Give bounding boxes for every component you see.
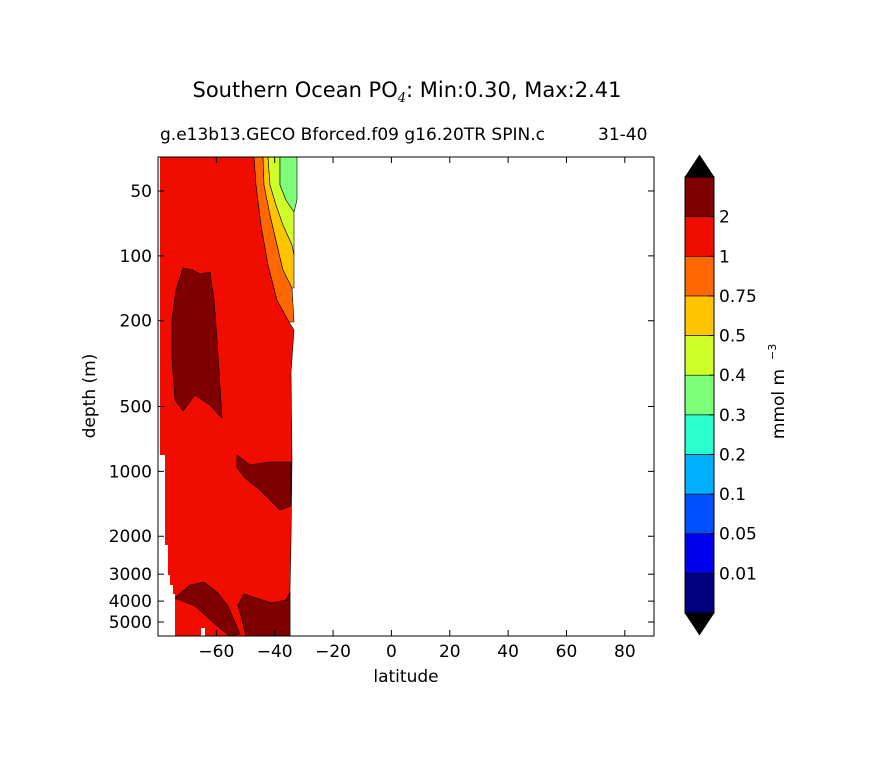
colorbar-label-text: mmol m [769, 369, 789, 439]
colorbar-tick-label: 2 [719, 208, 730, 228]
colorbar-tick-label: 0.75 [719, 287, 757, 307]
colorbar-segment [684, 335, 715, 376]
x-tick-label: 60 [556, 642, 578, 662]
colorbar: 0.01 0.05 0.1 0.2 0.3 0.4 0.5 0.75 1 2 [684, 154, 757, 636]
y-axis-label: depth (m) [80, 354, 100, 439]
contour-region-level-2b [236, 454, 292, 511]
y-tick-label: 2000 [109, 527, 152, 547]
chart-subtitle: g.e13b13.GECO Bforced.f09 g16.20TR SPIN.… [160, 125, 545, 145]
y-tick-label: 100 [120, 247, 152, 267]
y-tick-label: 200 [120, 312, 152, 332]
contour-region-level-2a [171, 267, 223, 419]
colorbar-tick-label: 0.3 [719, 406, 746, 426]
x-tick-label: −40 [257, 642, 293, 662]
colorbar-tick-label: 0.5 [719, 327, 746, 347]
no-data-mask-seafloor [201, 628, 205, 636]
colorbar-tick-label: 0.1 [719, 485, 746, 505]
y-tick-label: 1000 [109, 462, 152, 482]
x-tick-label: 40 [497, 642, 519, 662]
chart-title-stats: : Min:0.30, Max:2.41 [406, 78, 622, 102]
contour-region-level-0.3-0.4 [279, 157, 298, 213]
colorbar-label-exponent: −3 [766, 344, 779, 360]
colorbar-segment [684, 493, 715, 535]
no-data-mask [158, 157, 205, 636]
x-ticks: −60 −40 −20 0 20 40 60 80 [198, 157, 636, 662]
x-tick-label: −60 [198, 642, 234, 662]
x-tick-label: 80 [614, 642, 636, 662]
y-tick-label: 50 [130, 182, 152, 202]
no-data-mask-south-edge [158, 157, 175, 636]
contour-region-level-2d [237, 591, 291, 636]
colorbar-frame [684, 176, 715, 614]
colorbar-segment [684, 255, 715, 297]
colorbar-segment [684, 533, 715, 574]
colorbar-segment [684, 573, 715, 614]
x-tick-label: 20 [439, 642, 461, 662]
colorbar-tick-label: 0.05 [719, 525, 757, 545]
y-tick-label: 3000 [109, 565, 152, 585]
colorbar-tick-label: 1 [719, 247, 730, 267]
contour-region-level-2c [174, 581, 241, 636]
chart-title-main: Southern Ocean PO [192, 78, 398, 102]
colorbar-extend-max [684, 154, 715, 178]
contour-fills [158, 157, 298, 636]
colorbar-segment [684, 454, 715, 495]
colorbar-segment [684, 414, 715, 455]
x-axis-label: latitude [373, 667, 438, 687]
colorbar-extend-min [684, 612, 715, 636]
x-tick-label: −20 [315, 642, 351, 662]
chart-subtitle-suffix: 31-40 [598, 125, 648, 145]
x-tick-label: 0 [386, 642, 397, 662]
y-tick-label: 5000 [109, 613, 152, 633]
y-tick-label: 4000 [109, 592, 152, 612]
colorbar-tick-label: 0.01 [719, 564, 757, 584]
colorbar-tick-label: 0.2 [719, 445, 746, 465]
y-tick-label: 500 [120, 398, 152, 418]
colorbar-segment [684, 295, 715, 336]
colorbar-segment [684, 176, 715, 217]
chart-title-subscript: 4 [397, 91, 407, 107]
plot-frame [157, 156, 655, 637]
colorbar-segment [684, 216, 715, 257]
colorbar-segment [684, 374, 715, 416]
colorbar-tick-label: 0.4 [719, 366, 746, 386]
colorbar-label: mmol m −3 [766, 344, 789, 439]
chart-title: Southern Ocean PO4: Min:0.30, Max:2.41 [0, 78, 814, 106]
